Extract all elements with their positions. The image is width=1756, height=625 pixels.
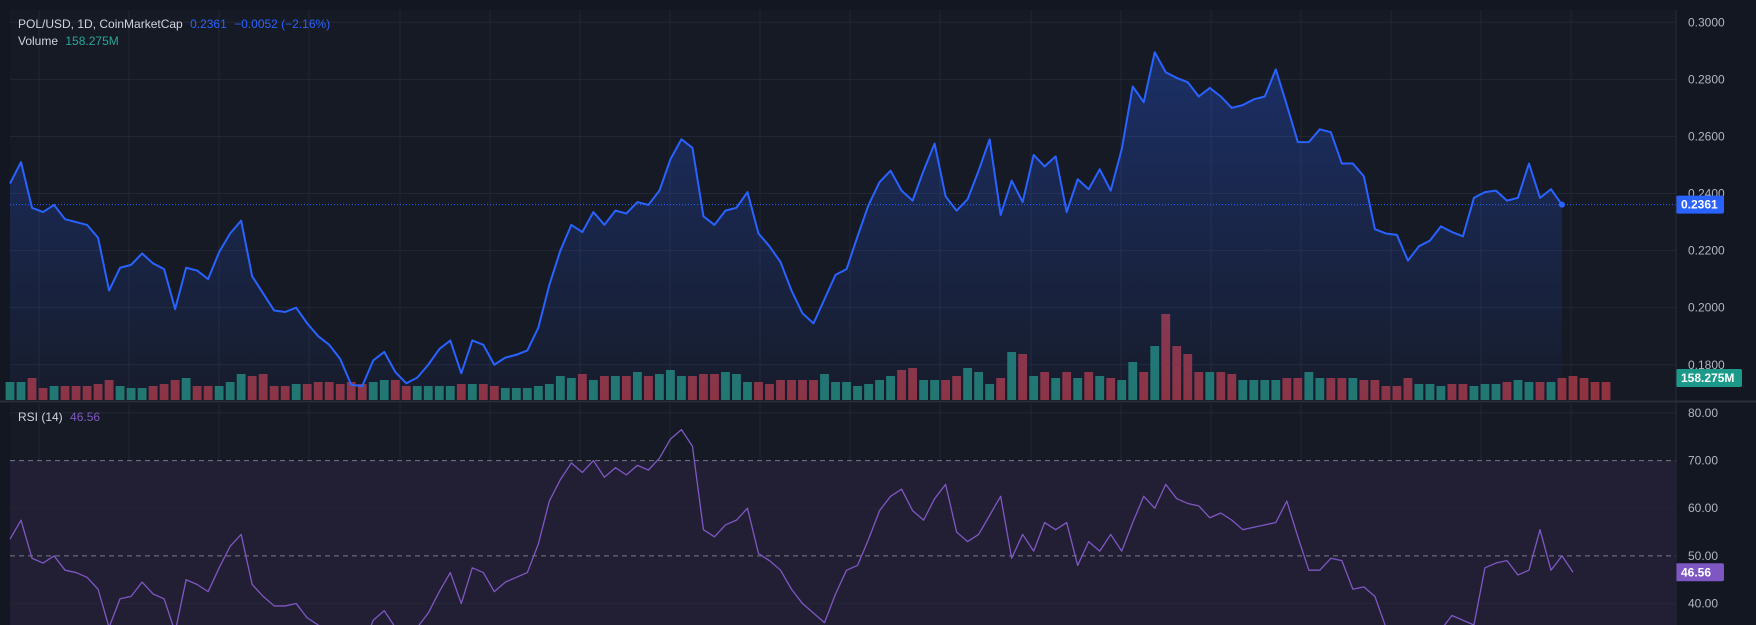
volume-bar — [1601, 382, 1611, 400]
rsi-tick-label: 80.00 — [1688, 406, 1718, 420]
last-price-dot — [1559, 201, 1565, 208]
rsi-grid — [10, 403, 1676, 625]
volume-label-bg — [1676, 369, 1742, 387]
rsi-tick-label: 40.00 — [1688, 597, 1718, 611]
rsi-band-lower — [10, 555, 1675, 625]
last-price-label: 0.2361 — [1681, 198, 1718, 212]
volume-legend: Volume 158.275M — [18, 34, 123, 48]
price-axis[interactable]: 0.30000.28000.26000.24000.22000.20000.18… — [1676, 15, 1742, 611]
rsi-tick-label: 50.00 — [1688, 549, 1718, 563]
rsi-value: 46.56 — [70, 410, 101, 424]
price-tick-label: 0.3000 — [1688, 15, 1725, 29]
rsi-line — [9, 428, 1574, 625]
main-legend: POL/USD, 1D, CoinMarketCap 0.2361 −0.005… — [18, 17, 334, 31]
price-tick-label: 0.2000 — [1688, 301, 1725, 315]
rsi-value-label: 46.56 — [1681, 565, 1711, 579]
rsi-tick-label: 70.00 — [1688, 454, 1718, 468]
volume-bar — [1579, 378, 1589, 400]
volume-bar — [1590, 382, 1600, 400]
price-tick-label: 0.2200 — [1688, 244, 1725, 258]
last-price-label-bg — [1676, 195, 1724, 214]
price-line — [9, 51, 1563, 388]
volume-label[interactable]: Volume — [18, 34, 59, 48]
rsi-series — [9, 428, 1574, 625]
last-price: 0.2361 — [190, 17, 227, 31]
symbol-title[interactable]: POL/USD, 1D, CoinMarketCap — [18, 17, 183, 31]
price-tick-label: 0.2800 — [1688, 72, 1725, 86]
rsi-tick-label: 60.00 — [1688, 501, 1718, 515]
volume-value: 158.275M — [65, 34, 119, 48]
volume-value-label: 158.275M — [1681, 371, 1734, 385]
price-change: −0.0052 (−2.16%) — [234, 17, 331, 31]
price-tick-label: 0.2600 — [1688, 129, 1725, 143]
rsi-legend: RSI (14) 46.56 — [18, 410, 104, 424]
price-series — [9, 51, 1676, 399]
volume-bar — [1568, 376, 1578, 400]
price-tick-label: 0.1800 — [1688, 358, 1725, 372]
rsi-label-bg — [1676, 563, 1724, 582]
rsi-label[interactable]: RSI (14) — [18, 410, 63, 424]
price-area — [10, 52, 1562, 399]
